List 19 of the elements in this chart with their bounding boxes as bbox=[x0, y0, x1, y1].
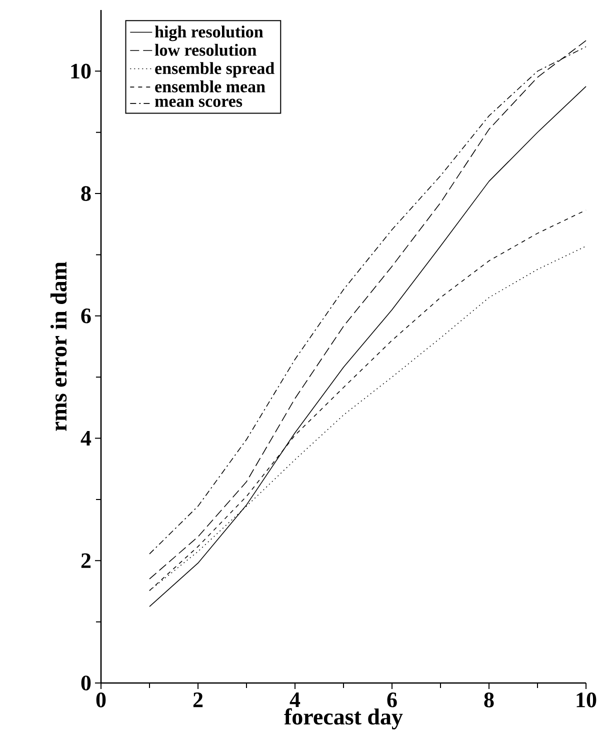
x-tick-label: 2 bbox=[193, 692, 203, 708]
x-tick-label: 0 bbox=[96, 692, 106, 708]
x-tick-label: 8 bbox=[484, 692, 494, 708]
legend-label: high resolution bbox=[154, 26, 264, 42]
y-tick-label: 10 bbox=[71, 64, 91, 79]
y-tick-label: 8 bbox=[81, 186, 91, 201]
x-axis-title: forecast day bbox=[284, 708, 403, 730]
legend-label: mean scores bbox=[155, 98, 242, 107]
y-axis-title: rms error in dam bbox=[50, 262, 67, 431]
x-tick-label: 10 bbox=[576, 692, 596, 708]
x-tick-label: 4 bbox=[290, 692, 300, 707]
y-tick-label: 6 bbox=[81, 308, 91, 324]
y-tick-label: 4 bbox=[80, 431, 92, 446]
y-tick-label: 0 bbox=[81, 676, 91, 690]
x-tick-label: 6 bbox=[387, 692, 397, 708]
legend-label: ensemble spread bbox=[155, 62, 274, 78]
legend-label: low resolution bbox=[154, 44, 256, 56]
y-tick-label: 2 bbox=[81, 553, 91, 568]
legend-label: ensemble mean bbox=[155, 80, 266, 92]
